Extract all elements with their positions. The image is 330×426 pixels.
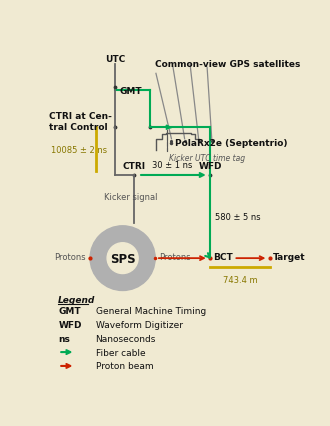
Text: GMT: GMT (119, 86, 142, 95)
Text: Kicker signal: Kicker signal (104, 193, 157, 201)
Text: Nanoseconds: Nanoseconds (95, 334, 156, 343)
Text: Protons: Protons (54, 253, 86, 262)
Circle shape (107, 243, 138, 274)
Text: GMT: GMT (58, 306, 81, 315)
Text: WFD: WFD (198, 162, 222, 171)
Text: WFD: WFD (58, 320, 82, 329)
Text: Fiber cable: Fiber cable (95, 348, 145, 357)
Text: 10085 ± 2 ns: 10085 ± 2 ns (50, 145, 107, 154)
Text: 30 ± 1 ns: 30 ± 1 ns (152, 161, 192, 170)
Text: PolaRx2e (Septentrio): PolaRx2e (Septentrio) (175, 139, 288, 148)
Text: Waveform Digitizer: Waveform Digitizer (95, 320, 182, 329)
Text: Proton beam: Proton beam (95, 362, 153, 371)
Text: CTRI: CTRI (123, 162, 146, 171)
Circle shape (90, 226, 155, 291)
Text: Common-view GPS satellites: Common-view GPS satellites (154, 60, 300, 69)
Text: ns: ns (58, 334, 70, 343)
Text: 743.4 m: 743.4 m (223, 276, 257, 285)
Text: UTC: UTC (105, 55, 125, 63)
Text: Protons: Protons (159, 253, 191, 262)
Text: CTRI at Cen-
tral Control: CTRI at Cen- tral Control (49, 112, 112, 132)
Text: Legend: Legend (58, 295, 96, 305)
Text: BCT: BCT (213, 253, 233, 262)
Text: General Machine Timing: General Machine Timing (95, 306, 206, 315)
Text: SPS: SPS (110, 252, 135, 265)
Text: Kicker UTC time tag: Kicker UTC time tag (169, 154, 245, 163)
Text: 580 ± 5 ns: 580 ± 5 ns (215, 213, 260, 222)
Text: Target: Target (273, 253, 306, 262)
